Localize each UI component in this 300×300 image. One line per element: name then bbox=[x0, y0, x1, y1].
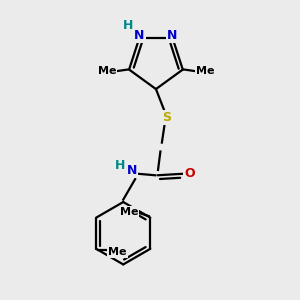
Text: N: N bbox=[127, 164, 137, 177]
Text: Me: Me bbox=[120, 207, 138, 217]
Text: N: N bbox=[134, 29, 145, 42]
Text: N: N bbox=[167, 29, 178, 42]
Text: Me: Me bbox=[196, 66, 214, 76]
Text: Me: Me bbox=[108, 247, 127, 257]
Text: H: H bbox=[123, 19, 133, 32]
Text: O: O bbox=[184, 167, 194, 180]
Text: H: H bbox=[115, 159, 125, 172]
Text: S: S bbox=[162, 111, 171, 124]
Text: Me: Me bbox=[98, 66, 116, 76]
